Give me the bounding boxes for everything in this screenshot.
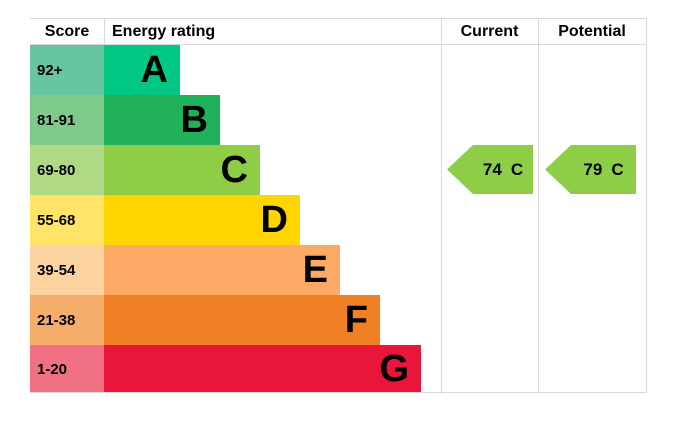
score-range-b: 81-91 bbox=[30, 95, 104, 145]
band-row-g: 1-20 G bbox=[30, 345, 646, 393]
score-column-header: Score bbox=[44, 23, 90, 40]
score-range-f: 21-38 bbox=[30, 295, 104, 345]
band-row-f: 21-38 F bbox=[30, 295, 646, 345]
band-bar-f: F bbox=[104, 295, 380, 345]
band-letter-b: B bbox=[180, 99, 208, 141]
band-bar-e: E bbox=[104, 245, 340, 295]
band-bar-c: C bbox=[104, 145, 260, 195]
band-row-d: 55-68 D bbox=[30, 195, 646, 245]
potential-rating-value: 79 bbox=[583, 159, 603, 179]
band-letter-g: G bbox=[379, 348, 409, 390]
potential-rating-band: C bbox=[611, 159, 624, 179]
score-range-g: 1-20 bbox=[30, 345, 104, 393]
current-column-divider-line bbox=[441, 19, 442, 394]
band-row-a: 92+ A bbox=[30, 45, 646, 95]
band-letter-c: C bbox=[220, 149, 248, 191]
band-bar-a: A bbox=[104, 45, 180, 95]
band-letter-f: F bbox=[344, 299, 368, 341]
band-bar-g: G bbox=[104, 345, 421, 393]
score-range-e: 39-54 bbox=[30, 245, 104, 295]
score-range-d: 55-68 bbox=[30, 195, 104, 245]
band-bar-b: B bbox=[104, 95, 220, 145]
epc-table: Score Energy rating Current Potential 92… bbox=[30, 18, 647, 394]
potential-column-divider-line bbox=[538, 19, 539, 394]
score-range-c: 69-80 bbox=[30, 145, 104, 195]
score-energy-divider-line bbox=[104, 19, 105, 44]
band-row-e: 39-54 E bbox=[30, 245, 646, 295]
energy-rating-column-header: Energy rating bbox=[112, 23, 216, 40]
band-rows: 92+ A 81-91 B 69-80 C 55-68 D 39-54 E 21… bbox=[30, 45, 646, 393]
band-letter-a: A bbox=[140, 49, 168, 91]
table-bottom-border-line bbox=[30, 392, 646, 393]
score-range-a: 92+ bbox=[30, 45, 104, 95]
band-letter-e: E bbox=[302, 249, 328, 291]
table-header-row: Score Energy rating Current Potential bbox=[30, 19, 646, 45]
band-bar-d: D bbox=[104, 195, 300, 245]
current-rating-band: C bbox=[510, 159, 524, 179]
band-row-c: 69-80 C bbox=[30, 145, 646, 195]
potential-column-header: Potential bbox=[558, 23, 626, 40]
current-rating-value: 74 bbox=[482, 159, 502, 179]
current-column-header: Current bbox=[460, 23, 519, 40]
band-row-b: 81-91 B bbox=[30, 95, 646, 145]
band-letter-d: D bbox=[260, 199, 288, 241]
